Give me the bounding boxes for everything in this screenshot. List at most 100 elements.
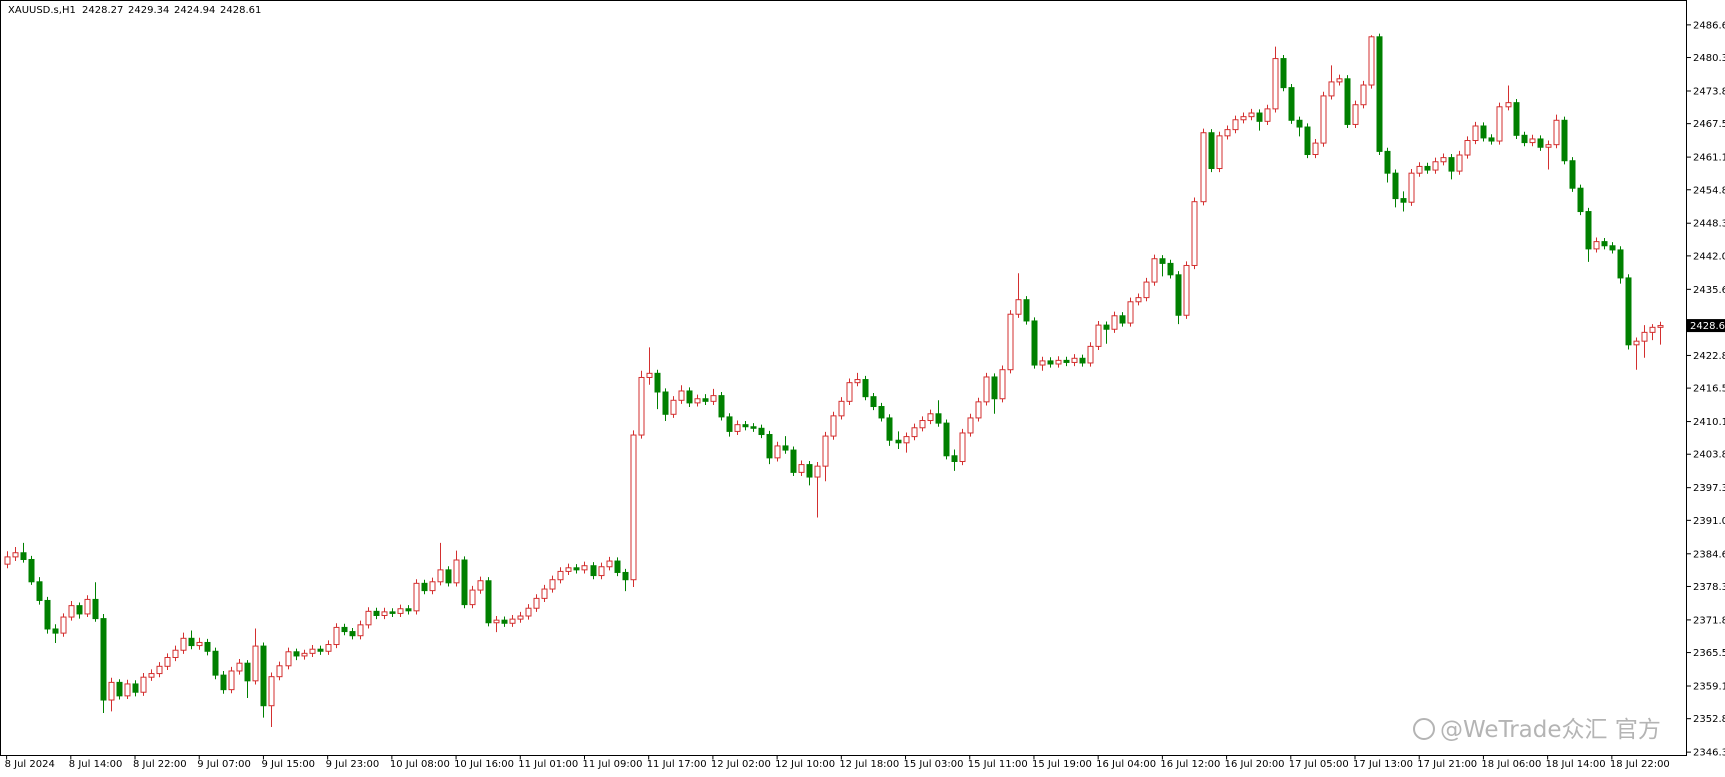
- candle-body: [565, 567, 572, 572]
- candle-body: [132, 683, 139, 693]
- candle-body: [1488, 137, 1495, 142]
- candle-body: [935, 413, 942, 424]
- candle-body: [285, 651, 292, 667]
- y-tick-label: 2391.05: [1693, 516, 1725, 527]
- candle-body: [1087, 345, 1094, 364]
- candle-body: [212, 650, 219, 676]
- candle-body: [991, 376, 998, 400]
- candle-body: [686, 390, 693, 404]
- x-tick-label: 11 Jul 09:00: [582, 759, 642, 770]
- header-value: 2428.61: [220, 5, 261, 16]
- candle-body: [429, 581, 436, 592]
- candle-body: [148, 673, 155, 678]
- candle-body: [798, 464, 805, 473]
- candle-body: [260, 645, 267, 707]
- candle-body: [782, 445, 789, 451]
- candle-body: [630, 434, 637, 581]
- candle-body: [590, 565, 597, 577]
- candle-body: [878, 406, 885, 419]
- candle-body: [911, 427, 918, 438]
- candle-body: [1191, 201, 1198, 266]
- candle-body: [1480, 125, 1487, 139]
- candle-body: [710, 395, 717, 402]
- candle-body: [1039, 360, 1046, 366]
- candle-body: [1505, 102, 1512, 108]
- x-tick-label: 17 Jul 05:00: [1289, 759, 1349, 770]
- candle-body: [1111, 315, 1118, 330]
- candle-body: [469, 589, 476, 606]
- y-tick-label: 2448.35: [1693, 219, 1725, 230]
- candle-body: [646, 372, 653, 378]
- y-tick-label: 2397.35: [1693, 483, 1725, 494]
- candle-body: [1272, 58, 1279, 110]
- candle-body: [846, 382, 853, 402]
- candle-body: [1304, 126, 1311, 156]
- candle-body: [1561, 119, 1568, 162]
- candle-body: [1264, 108, 1271, 122]
- candle-body: [790, 449, 797, 473]
- candle-body: [1553, 119, 1560, 146]
- candle-body: [413, 582, 420, 612]
- candle-body: [124, 683, 131, 697]
- candle-body: [959, 432, 966, 462]
- watermark: @WeTrade众汇 官方: [1413, 717, 1661, 743]
- candle-body: [1601, 241, 1608, 247]
- candle-body: [638, 376, 645, 436]
- y-tick-label: 2422.85: [1693, 351, 1725, 362]
- candle-body: [501, 619, 508, 624]
- candle-body: [1135, 297, 1142, 303]
- candle-body: [549, 579, 556, 590]
- x-tick-label: 10 Jul 08:00: [390, 759, 450, 770]
- candle-body: [1063, 359, 1070, 363]
- y-tick-label: 2365.55: [1693, 648, 1725, 659]
- candle-body: [365, 610, 372, 626]
- candle-body: [1183, 264, 1190, 316]
- candle-body: [1015, 299, 1022, 315]
- candle-body: [52, 628, 59, 634]
- candle-body: [1416, 165, 1423, 174]
- candle-body: [919, 420, 926, 429]
- x-tick-label: 15 Jul 03:00: [904, 759, 964, 770]
- y-tick-label: 2467.55: [1693, 119, 1725, 130]
- candle-body: [1456, 154, 1463, 172]
- candle-body: [758, 427, 765, 436]
- y-tick-label: 2416.55: [1693, 384, 1725, 395]
- candle-body: [156, 665, 163, 675]
- y-tick-label: 2461.10: [1693, 153, 1725, 164]
- candle-body: [1472, 125, 1479, 142]
- candle-body: [983, 376, 990, 403]
- candle-body: [1440, 157, 1447, 163]
- candle-body: [309, 648, 316, 654]
- candle-body: [533, 597, 540, 609]
- x-tick-label: 8 Jul 14:00: [69, 759, 123, 770]
- header-value: 2428.27: [82, 5, 123, 16]
- candle-body: [100, 618, 107, 701]
- candle-body: [895, 439, 902, 444]
- candle-body: [742, 424, 749, 428]
- x-tick-label: 15 Jul 19:00: [1032, 759, 1092, 770]
- candle-body: [1585, 211, 1592, 250]
- candle-body: [405, 608, 412, 612]
- candle-body: [678, 390, 685, 401]
- candle-body: [325, 644, 332, 652]
- candle-body: [172, 649, 179, 658]
- y-tick-label: 2371.85: [1693, 615, 1725, 626]
- candle-body: [1047, 360, 1054, 365]
- candle-body: [108, 681, 115, 701]
- x-tick-label: 18 Jul 22:00: [1610, 759, 1670, 770]
- candle-body: [1175, 274, 1182, 316]
- x-tick-label: 11 Jul 01:00: [518, 759, 578, 770]
- candle-body: [734, 424, 741, 432]
- candle-body: [188, 637, 195, 647]
- candle-body: [822, 435, 829, 467]
- candle-body: [726, 416, 733, 432]
- candle-body: [1649, 326, 1656, 333]
- candle-body: [622, 571, 629, 581]
- candle-body: [357, 624, 364, 637]
- y-tick-label: 2384.60: [1693, 549, 1725, 560]
- candle-body: [541, 588, 548, 599]
- candle-body: [854, 379, 861, 384]
- candle-body: [1352, 104, 1359, 125]
